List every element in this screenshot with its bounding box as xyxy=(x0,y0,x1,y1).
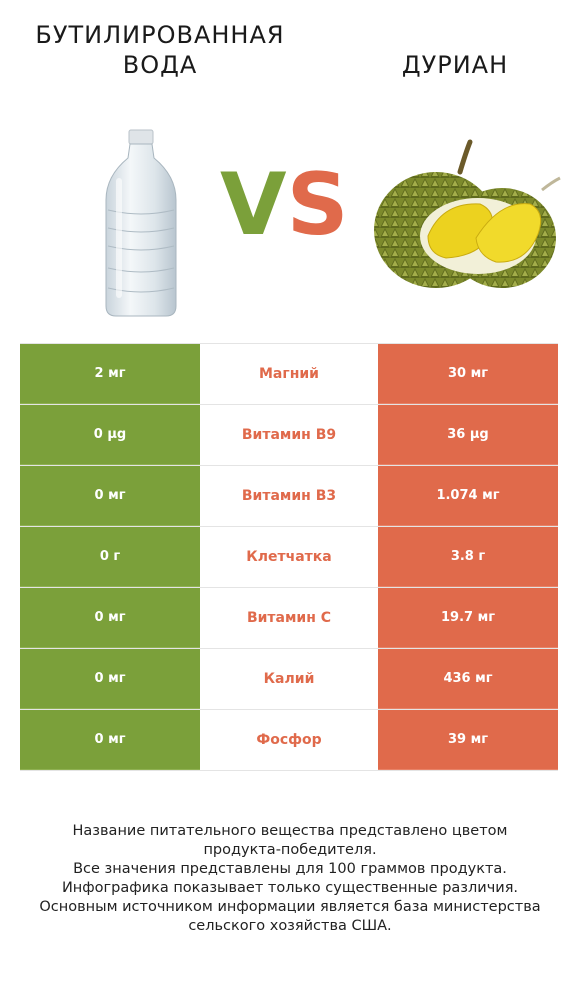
left-value: 0 г xyxy=(20,527,200,587)
footer-line: продукта-победителя. xyxy=(203,842,377,858)
water-bottle-image xyxy=(105,129,177,317)
left-title-line2: ВОДА xyxy=(122,51,198,79)
right-value: 30 мг xyxy=(378,344,558,404)
footer-line: сельского хозяйства США. xyxy=(188,918,392,934)
comparison-table: 2 мг Магний 30 мг 0 µg Витамин B9 36 µg … xyxy=(20,343,558,771)
left-value: 0 µg xyxy=(20,405,200,465)
table-row: 0 г Клетчатка 3.8 г xyxy=(20,526,558,587)
versus-label: VS xyxy=(220,162,349,248)
table-row: 0 мг Калий 436 мг xyxy=(20,648,558,709)
footer-line: Основным источником информации является … xyxy=(39,899,541,915)
durian-fruit-image xyxy=(374,139,561,288)
nutrient-label: Калий xyxy=(200,649,378,709)
footer-notes: Название питательного вещества представл… xyxy=(20,822,560,936)
right-value: 3.8 г xyxy=(378,527,558,587)
right-value: 36 µg xyxy=(378,405,558,465)
table-row: 2 мг Магний 30 мг xyxy=(20,343,558,404)
left-value: 0 мг xyxy=(20,588,200,648)
left-value: 2 мг xyxy=(20,344,200,404)
left-value: 0 мг xyxy=(20,466,200,526)
table-row: 0 мг Фосфор 39 мг xyxy=(20,709,558,771)
left-value: 0 мг xyxy=(20,710,200,770)
vs-s: S xyxy=(286,155,349,255)
footer-line: Название питательного вещества представл… xyxy=(72,823,508,839)
vs-v: V xyxy=(220,155,287,255)
nutrient-label: Витамин C xyxy=(200,588,378,648)
table-row: 0 мг Витамин B3 1.074 мг xyxy=(20,465,558,526)
left-value: 0 мг xyxy=(20,649,200,709)
footer-line: Все значения представлены для 100 граммо… xyxy=(73,861,507,877)
footer-line: Инфографика показывает только существенн… xyxy=(61,880,519,896)
nutrient-label: Фосфор xyxy=(200,710,378,770)
right-value: 39 мг xyxy=(378,710,558,770)
nutrient-label: Клетчатка xyxy=(200,527,378,587)
right-value: 436 мг xyxy=(378,649,558,709)
right-value: 19.7 мг xyxy=(378,588,558,648)
nutrient-label: Витамин B3 xyxy=(200,466,378,526)
nutrient-label: Магний xyxy=(200,344,378,404)
left-product-title: БУТИЛИРОВАННАЯ ВОДА xyxy=(30,20,290,80)
left-title-line1: БУТИЛИРОВАННАЯ xyxy=(35,21,285,49)
table-row: 0 мг Витамин C 19.7 мг xyxy=(20,587,558,648)
right-product-title: ДУРИАН xyxy=(401,51,509,79)
right-value: 1.074 мг xyxy=(378,466,558,526)
nutrient-label: Витамин B9 xyxy=(200,405,378,465)
table-row: 0 µg Витамин B9 36 µg xyxy=(20,404,558,465)
